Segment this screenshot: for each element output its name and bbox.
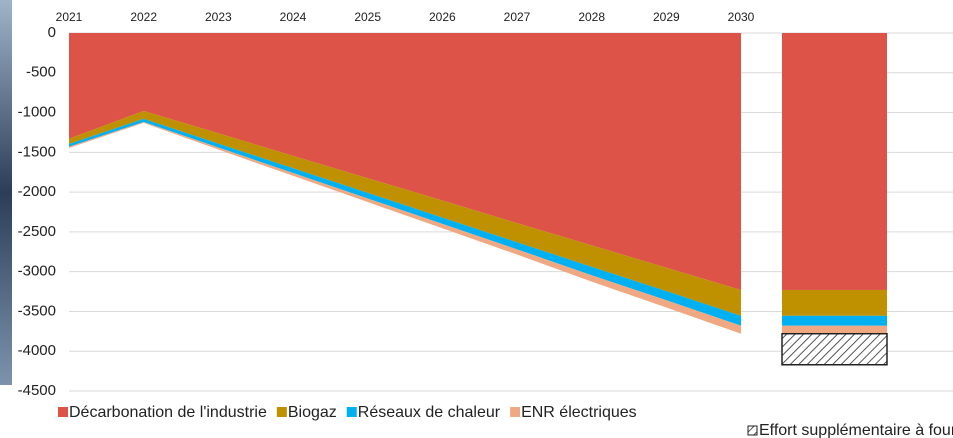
- y-tick-label: -1500: [18, 143, 56, 160]
- area: [69, 33, 741, 290]
- x-tick-label: 2030: [728, 10, 755, 24]
- x-tick-label: 2029: [653, 10, 680, 24]
- legend-swatch: [510, 407, 521, 417]
- legend-label: Décarbonation de l'industrie: [69, 404, 267, 421]
- x-tick-label: 2023: [205, 10, 232, 24]
- legend-swatch: [346, 407, 357, 417]
- y-tick-label: -2500: [18, 223, 56, 240]
- bar-segment: [782, 33, 887, 290]
- bar-segment: [782, 315, 887, 326]
- legend-label: Biogaz: [288, 404, 337, 421]
- y-tick-label: -4500: [18, 382, 56, 399]
- y-tick-label: 0: [48, 24, 56, 41]
- background-photo-strip: [0, 0, 12, 385]
- legend-swatch: [58, 407, 68, 417]
- bar-segment: [781, 332, 888, 366]
- legend-label: Effort supplémentaire à fournir: [759, 422, 953, 438]
- y-tick-label: -3000: [18, 263, 56, 280]
- x-tick-label: 2027: [504, 10, 531, 24]
- y-tick-label: -500: [26, 64, 56, 81]
- legend-label: ENR électriques: [521, 404, 637, 421]
- x-tick-label: 2021: [56, 10, 83, 24]
- x-tick-label: 2026: [429, 10, 456, 24]
- x-tick-label: 2022: [130, 10, 157, 24]
- y-tick-label: -2000: [18, 183, 56, 200]
- legend-swatch: [276, 407, 287, 417]
- x-tick-label: 2024: [280, 10, 307, 24]
- bar-segment: [782, 289, 887, 316]
- y-tick-label: -4000: [18, 342, 56, 359]
- legend-swatch: [747, 425, 758, 436]
- y-tick-label: -1000: [18, 104, 56, 121]
- bar-segment: [782, 325, 887, 334]
- legend-label: Réseaux de chaleur: [358, 404, 501, 421]
- y-tick-label: -3500: [18, 302, 56, 319]
- x-tick-label: 2025: [354, 10, 381, 24]
- x-tick-label: 2028: [578, 10, 605, 24]
